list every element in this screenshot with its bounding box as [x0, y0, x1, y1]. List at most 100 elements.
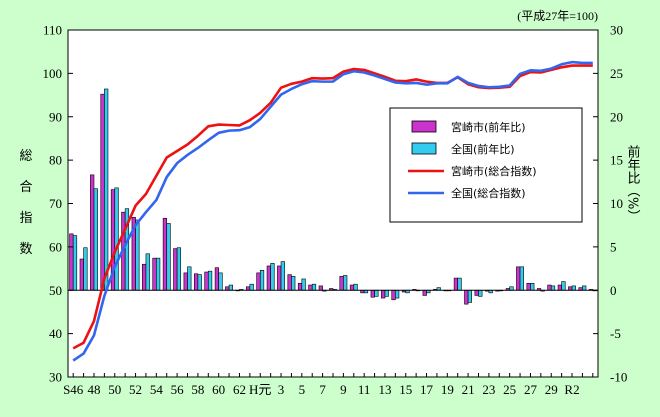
bar-miyazaki-yoy [287, 274, 292, 291]
x-tick-label: 19 [441, 382, 454, 397]
bar-miyazaki-yoy [526, 283, 531, 291]
x-tick-label: 60 [212, 382, 225, 397]
bar-national-yoy [478, 289, 483, 297]
right-tick-label: 5 [610, 239, 617, 254]
bar-miyazaki-yoy [464, 289, 469, 305]
right-tick-label: -10 [610, 370, 627, 385]
left-tick-label: 80 [49, 153, 62, 168]
left-axis-label: 総合指数 [19, 149, 32, 257]
bar-national-yoy [561, 281, 566, 291]
right-tick-label: 20 [610, 109, 623, 124]
bar-national-yoy [343, 275, 348, 291]
bar-miyazaki-yoy [142, 263, 147, 291]
bar-miyazaki-yoy [308, 284, 313, 291]
bar-miyazaki-yoy [547, 284, 552, 291]
bar-national-yoy [395, 289, 400, 299]
bar-national-yoy [218, 272, 223, 291]
bar-miyazaki-yoy [100, 93, 105, 291]
bar-national-yoy [571, 285, 576, 291]
left-tick-label: 50 [49, 283, 62, 298]
x-tick-label: 5 [299, 382, 306, 397]
legend-swatch-bar [411, 142, 437, 155]
bar-miyazaki-yoy [381, 289, 386, 299]
bar-national-yoy [374, 289, 379, 297]
bar-national-yoy [530, 283, 535, 291]
right-tick-label: 25 [610, 66, 623, 81]
bar-miyazaki-yoy [370, 289, 375, 298]
bar-national-yoy [249, 283, 254, 291]
legend-label: 宮崎市(前年比) [451, 120, 526, 134]
x-tick-label: 48 [87, 382, 100, 397]
right-axis-label-text: 前年比（%） [625, 144, 641, 222]
bar-national-yoy [550, 285, 556, 291]
right-tick-label: 10 [610, 196, 623, 211]
x-tick-label: 25 [503, 382, 516, 397]
x-tick-label: 29 [545, 382, 558, 397]
bar-national-yoy [166, 223, 171, 291]
left-axis-label-char: 合 [19, 180, 32, 195]
bar-national-yoy [519, 266, 524, 291]
x-tick-label: 7 [319, 382, 326, 397]
left-tick-label: 100 [43, 66, 63, 81]
bar-miyazaki-yoy [256, 272, 261, 291]
left-axis-label-char: 指 [19, 211, 32, 226]
left-tick-label: 110 [43, 23, 62, 38]
bar-national-yoy [176, 247, 182, 291]
x-tick-label: 27 [524, 382, 538, 397]
x-tick-label: H元 [249, 382, 271, 397]
x-axis-ticks: S46 48 50 52 54 56 58 60 62 H元 3 5 7 9 11 13 15 17 19 21 23 2… [63, 373, 594, 397]
x-tick-label: 62 [233, 382, 246, 397]
base-year-note: (平成27年=100) [517, 9, 598, 23]
x-tick-label: 13 [378, 382, 391, 397]
right-axis-label: 前年比（%） [625, 144, 641, 222]
bar-national-yoy [187, 266, 192, 291]
bar-national-yoy [457, 277, 462, 291]
bar-miyazaki-yoy [266, 265, 271, 291]
left-tick-label: 30 [49, 370, 62, 385]
bar-miyazaki-yoy [204, 271, 209, 291]
x-tick-label: 23 [482, 382, 495, 397]
bar-national-yoy [270, 263, 275, 291]
bar-national-yoy [93, 188, 98, 291]
bar-national-yoy [104, 88, 109, 291]
bar-miyazaki-yoy [568, 286, 573, 291]
x-tick-label: 17 [420, 382, 434, 397]
x-tick-label: 9 [340, 382, 347, 397]
right-axis-ticks: -10 -5 0 5 10 15 20 25 30 [593, 23, 627, 385]
bar-miyazaki-yoy [557, 284, 562, 291]
bar-miyazaki-yoy [152, 257, 157, 291]
bar-national-yoy [280, 261, 285, 291]
bar-national-yoy [467, 289, 473, 303]
bar-national-yoy [353, 283, 358, 291]
bar-national-yoy [311, 283, 317, 291]
x-tick-label: 56 [171, 382, 185, 397]
bar-national-yoy [156, 257, 161, 291]
bar-national-yoy [582, 285, 587, 291]
x-tick-label: 21 [462, 382, 475, 397]
bar-miyazaki-yoy [245, 286, 251, 291]
bar-national-yoy [114, 187, 119, 291]
left-tick-label: 70 [49, 196, 62, 211]
bar-national-yoy [83, 247, 88, 291]
x-tick-label: 54 [150, 382, 164, 397]
legend-label: 宮崎市(総合指数) [451, 164, 537, 178]
bar-national-yoy [72, 235, 78, 291]
bar-miyazaki-yoy [474, 289, 479, 296]
bar-national-yoy [301, 278, 306, 291]
bar-miyazaki-yoy [297, 283, 303, 291]
bar-national-yoy [197, 274, 202, 291]
bar-national-yoy [207, 270, 213, 291]
bar-miyazaki-yoy [391, 289, 396, 301]
bar-miyazaki-yoy [69, 233, 74, 291]
x-tick-label: S46 [63, 382, 84, 397]
bar-miyazaki-yoy [453, 277, 459, 291]
bar-miyazaki-yoy [349, 284, 355, 291]
bar-miyazaki-yoy [422, 289, 427, 296]
x-tick-label: 58 [191, 382, 204, 397]
left-tick-label: 90 [49, 109, 62, 124]
bar-miyazaki-yoy [214, 267, 219, 291]
bar-national-yoy [384, 289, 389, 297]
bar-miyazaki-yoy [194, 273, 199, 291]
